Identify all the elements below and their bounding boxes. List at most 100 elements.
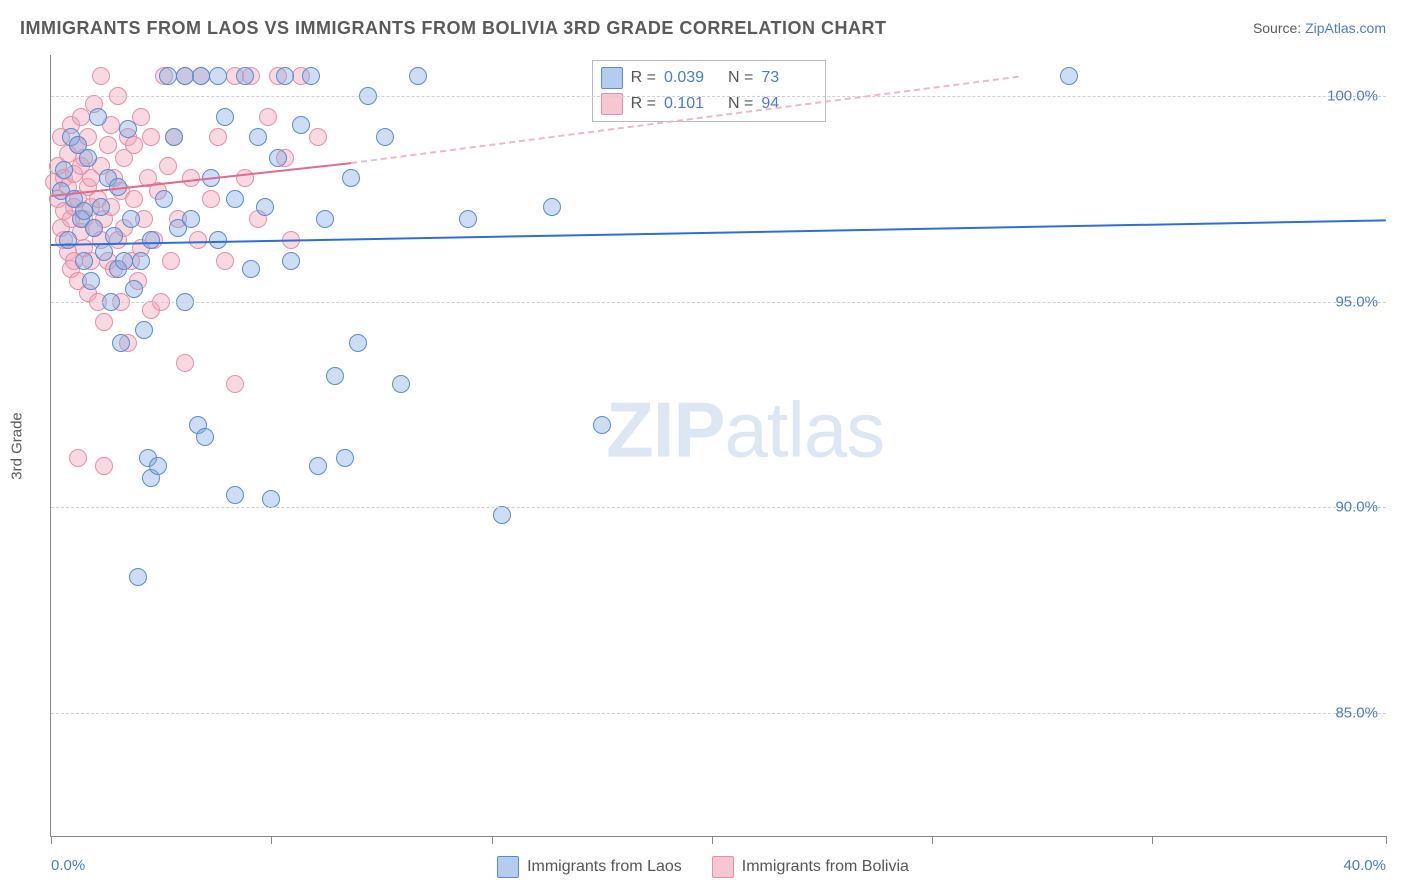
data-point (276, 67, 294, 85)
chart-plot-area: 3rd Grade ZIPatlas R = 0.039 N = 73 R = … (50, 55, 1386, 837)
data-point (112, 334, 130, 352)
data-point (115, 252, 133, 270)
data-point (162, 252, 180, 270)
data-point (282, 252, 300, 270)
data-point (342, 169, 360, 187)
x-tick-mark (271, 836, 272, 844)
data-point (122, 210, 140, 228)
data-point (125, 136, 143, 154)
x-tick-mark (51, 836, 52, 844)
data-point (392, 375, 410, 393)
data-point (242, 260, 260, 278)
data-point (176, 67, 194, 85)
data-point (99, 136, 117, 154)
swatch-pink-icon (712, 856, 734, 878)
swatch-blue-icon (497, 856, 519, 878)
data-point (216, 108, 234, 126)
data-point (92, 198, 110, 216)
data-point (459, 210, 477, 228)
y-tick-label: 95.0% (1335, 293, 1378, 310)
data-point (125, 280, 143, 298)
swatch-blue-icon (601, 67, 623, 89)
data-point (1060, 67, 1078, 85)
data-point (119, 120, 137, 138)
y-tick-label: 90.0% (1335, 499, 1378, 516)
stats-row-laos: R = 0.039 N = 73 (601, 65, 818, 91)
legend-item-laos: Immigrants from Laos (497, 856, 682, 878)
data-point (209, 67, 227, 85)
gridline (51, 713, 1386, 714)
data-point (176, 354, 194, 372)
data-point (132, 252, 150, 270)
data-point (409, 67, 427, 85)
data-point (149, 457, 167, 475)
data-point (259, 108, 277, 126)
data-point (129, 568, 147, 586)
data-point (309, 457, 327, 475)
data-point (262, 490, 280, 508)
data-point (165, 128, 183, 146)
data-point (95, 243, 113, 261)
y-tick-label: 85.0% (1335, 704, 1378, 721)
source-label: Source: (1253, 20, 1305, 36)
data-point (336, 449, 354, 467)
gridline (51, 96, 1386, 97)
data-point (85, 219, 103, 237)
data-point (135, 321, 153, 339)
stats-row-bolivia: R = 0.101 N = 94 (601, 91, 818, 117)
source-attribution: Source: ZipAtlas.com (1253, 20, 1386, 36)
data-point (209, 128, 227, 146)
legend-item-bolivia: Immigrants from Bolivia (712, 856, 909, 878)
data-point (125, 190, 143, 208)
data-point (256, 198, 274, 216)
data-point (236, 67, 254, 85)
data-point (95, 313, 113, 331)
data-point (182, 210, 200, 228)
data-point (226, 190, 244, 208)
data-point (142, 128, 160, 146)
data-point (593, 416, 611, 434)
data-point (79, 149, 97, 167)
data-point (349, 334, 367, 352)
data-point (316, 210, 334, 228)
data-point (493, 506, 511, 524)
x-tick-mark (1386, 836, 1387, 844)
data-point (543, 198, 561, 216)
data-point (226, 375, 244, 393)
data-point (236, 169, 254, 187)
data-point (216, 252, 234, 270)
data-point (59, 231, 77, 249)
data-point (189, 231, 207, 249)
data-point (159, 67, 177, 85)
data-point (159, 157, 177, 175)
data-point (142, 231, 160, 249)
source-link[interactable]: ZipAtlas.com (1305, 20, 1386, 36)
data-point (82, 272, 100, 290)
gridline (51, 507, 1386, 508)
data-point (292, 116, 310, 134)
x-tick-mark (492, 836, 493, 844)
data-point (69, 449, 87, 467)
data-point (226, 486, 244, 504)
data-point (75, 252, 93, 270)
x-tick-mark (1152, 836, 1153, 844)
correlation-stats-box: R = 0.039 N = 73 R = 0.101 N = 94 (592, 60, 827, 122)
data-point (302, 67, 320, 85)
data-point (249, 128, 267, 146)
data-point (202, 190, 220, 208)
data-point (155, 190, 173, 208)
data-point (89, 108, 107, 126)
data-point (95, 457, 113, 475)
y-tick-label: 100.0% (1327, 88, 1378, 105)
data-point (196, 428, 214, 446)
data-point (309, 128, 327, 146)
x-tick-mark (932, 836, 933, 844)
data-point (326, 367, 344, 385)
gridline (51, 302, 1386, 303)
data-point (376, 128, 394, 146)
x-tick-mark (712, 836, 713, 844)
y-axis-label: 3rd Grade (9, 412, 26, 480)
data-point (92, 67, 110, 85)
data-point (75, 202, 93, 220)
bottom-legend: Immigrants from Laos Immigrants from Bol… (0, 856, 1406, 878)
